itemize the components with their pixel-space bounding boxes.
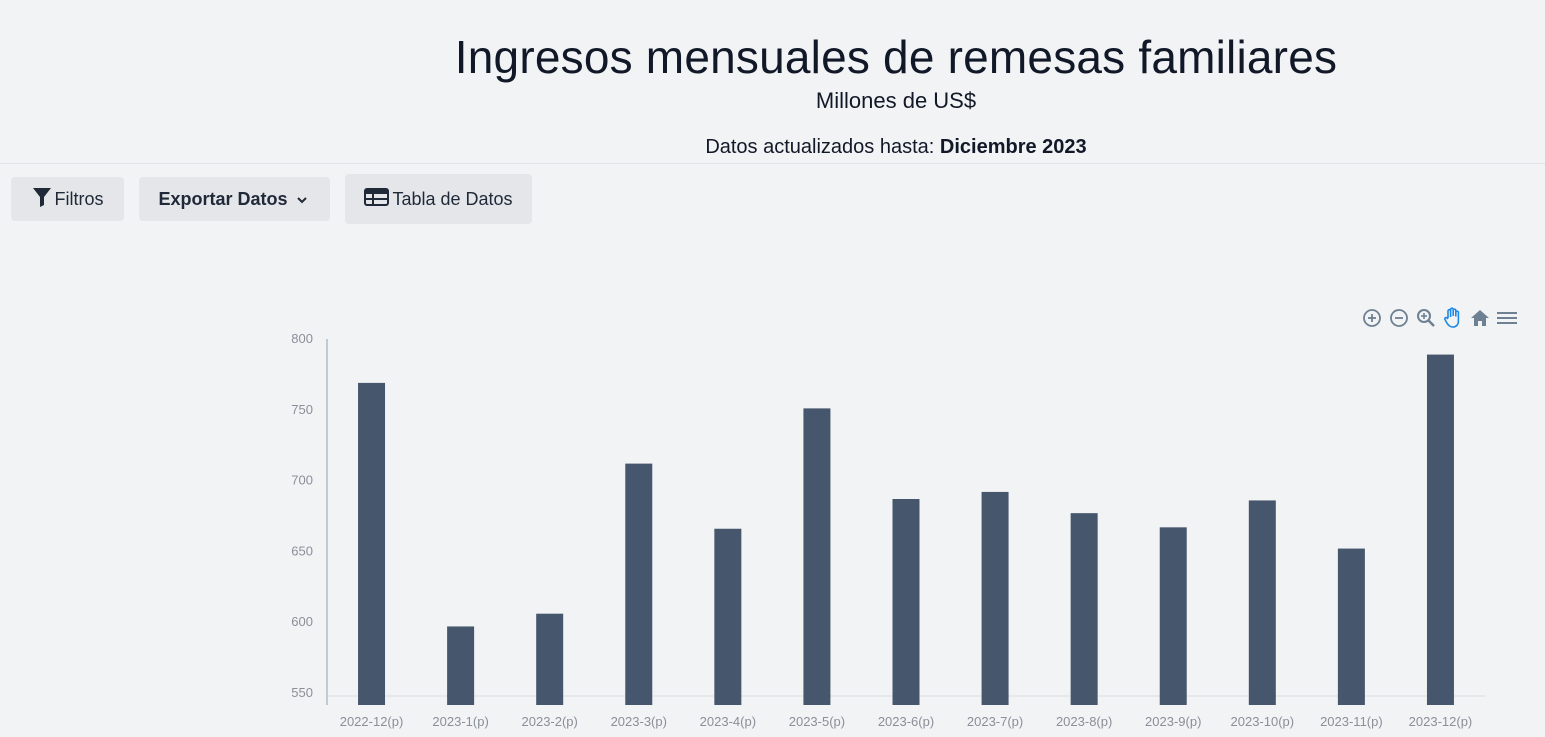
bar	[714, 528, 742, 705]
bar	[981, 491, 1009, 705]
bar	[536, 613, 564, 705]
x-tick-label: 2023-10(p)	[1231, 714, 1295, 729]
zoom-select-icon[interactable]	[1414, 307, 1437, 329]
bar	[1337, 548, 1365, 705]
x-tick-label: 2023-3(p)	[611, 714, 667, 729]
x-tick-label: 2022-12(p)	[340, 714, 404, 729]
y-tick-label: 750	[291, 402, 313, 417]
x-tick-label: 2023-9(p)	[1145, 714, 1201, 729]
x-tick-label: 2023-6(p)	[878, 714, 934, 729]
funnel-icon	[32, 186, 55, 213]
filters-button[interactable]: Filtros	[11, 177, 124, 221]
table-icon	[364, 187, 392, 211]
reset-home-icon[interactable]	[1468, 307, 1491, 329]
filters-label: Filtros	[54, 188, 104, 209]
y-tick-label: 800	[291, 331, 313, 346]
chevron-down-icon	[296, 189, 311, 210]
bar	[803, 408, 831, 705]
y-tick-label: 700	[291, 473, 313, 488]
x-tick-label: 2023-2(p)	[522, 714, 578, 729]
page-subtitle: Millones de US$	[815, 88, 977, 113]
chart-toolbar	[1360, 307, 1518, 329]
x-tick-label: 2023-5(p)	[789, 714, 845, 729]
y-tick-label: 600	[291, 614, 313, 629]
export-data-button[interactable]: Exportar Datos	[139, 177, 330, 221]
x-tick-label: 2023-4(p)	[700, 714, 756, 729]
bar	[358, 382, 386, 705]
zoom-in-icon[interactable]	[1360, 307, 1383, 329]
bar	[625, 463, 653, 705]
bar	[1159, 527, 1187, 705]
bar	[447, 626, 475, 705]
pan-hand-icon[interactable]	[1441, 307, 1464, 329]
x-tick-label: 2023-1(p)	[432, 714, 488, 729]
data-table-button[interactable]: Tabla de Datos	[345, 174, 532, 224]
table-label: Tabla de Datos	[392, 188, 513, 209]
updated-label: Datos actualizados hasta:	[705, 136, 935, 158]
export-label: Exportar Datos	[158, 188, 288, 209]
bar	[1070, 513, 1098, 705]
x-tick-label: 2023-8(p)	[1056, 714, 1112, 729]
y-tick-label: 550	[291, 685, 313, 700]
bar	[1426, 354, 1454, 705]
page-header: Ingresos mensuales de remesas familiares…	[0, 0, 1545, 164]
x-tick-label: 2023-12(p)	[1409, 714, 1473, 729]
menu-icon[interactable]	[1495, 307, 1518, 329]
bar	[892, 499, 920, 705]
page-title: Ingresos mensuales de remesas familiares	[454, 31, 1338, 83]
x-tick-label: 2023-11(p)	[1320, 714, 1383, 729]
updated-value: Diciembre 2023	[939, 136, 1087, 158]
data-updated-info: Datos actualizados hasta: Diciembre 2023	[0, 136, 1545, 159]
y-tick-label: 650	[291, 543, 313, 558]
x-tick-label: 2023-7(p)	[967, 714, 1023, 729]
zoom-out-icon[interactable]	[1387, 307, 1410, 329]
bar	[1248, 500, 1276, 705]
